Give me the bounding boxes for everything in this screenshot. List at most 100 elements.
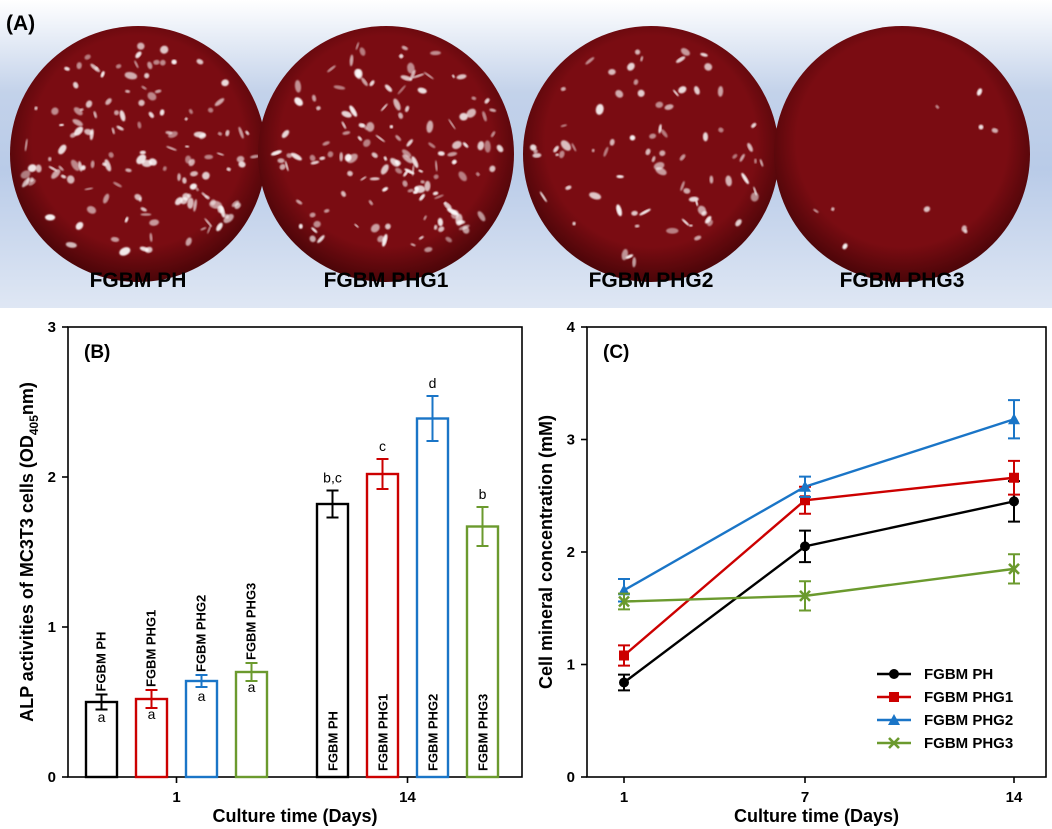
highlight-spot bbox=[747, 142, 753, 152]
bar-series-label: FGBM PHG2 bbox=[194, 595, 209, 672]
point-marker bbox=[800, 495, 810, 506]
highlight-spot bbox=[149, 219, 159, 226]
highlight-spot bbox=[831, 207, 835, 211]
x-axis-label: Culture time (Days) bbox=[734, 806, 899, 826]
highlight-spot bbox=[694, 235, 702, 241]
highlight-spot bbox=[466, 108, 477, 118]
highlight-spot bbox=[560, 140, 572, 151]
highlight-spot bbox=[700, 52, 708, 57]
series-line bbox=[623, 500, 1015, 684]
highlight-spot bbox=[196, 58, 204, 65]
highlight-spot bbox=[397, 85, 406, 95]
highlight-spot bbox=[462, 226, 470, 234]
highlight-spot bbox=[24, 138, 28, 152]
highlight-spot bbox=[751, 122, 757, 128]
highlight-spot bbox=[285, 160, 289, 172]
highlight-spot bbox=[411, 164, 415, 177]
stained-dish-2 bbox=[258, 26, 514, 282]
highlight-spot bbox=[341, 110, 352, 118]
dish-label: FGBM PHG1 bbox=[324, 269, 449, 292]
highlight-spot bbox=[245, 130, 250, 136]
y-tick-label: 0 bbox=[567, 769, 575, 786]
highlight-spot bbox=[553, 145, 559, 153]
highlight-spot bbox=[168, 131, 178, 138]
highlight-spot bbox=[649, 133, 657, 139]
highlight-spot bbox=[141, 85, 147, 90]
highlight-spot bbox=[435, 160, 438, 172]
legend: FGBM PH FGBM PHG1 FGBM PHG2 FGBM PHG3 bbox=[877, 666, 1013, 752]
highlight-spot bbox=[125, 168, 132, 173]
highlight-spot bbox=[339, 152, 344, 162]
highlight-spot bbox=[195, 187, 199, 192]
highlight-spot bbox=[694, 86, 700, 95]
highlight-spot bbox=[45, 214, 56, 221]
highlight-spot bbox=[231, 200, 240, 208]
highlight-spot bbox=[532, 152, 542, 158]
highlight-spot bbox=[200, 227, 207, 231]
highlight-spot bbox=[111, 127, 115, 135]
highlight-spot bbox=[312, 94, 317, 102]
highlight-spot bbox=[110, 236, 120, 243]
highlight-spot bbox=[459, 112, 468, 121]
highlight-spot bbox=[496, 144, 504, 153]
highlight-spot bbox=[105, 98, 112, 105]
highlight-spot bbox=[134, 60, 139, 69]
highlight-spot bbox=[571, 143, 577, 152]
highlight-spot bbox=[418, 235, 424, 240]
highlight-spot bbox=[370, 223, 380, 233]
dish-well bbox=[523, 26, 779, 282]
highlight-spot bbox=[294, 80, 302, 93]
y-tick-label: 3 bbox=[48, 319, 56, 336]
highlight-spot bbox=[234, 202, 241, 210]
highlight-spot bbox=[139, 150, 146, 155]
highlight-spot bbox=[406, 139, 413, 147]
highlight-spot bbox=[434, 194, 444, 200]
highlight-spot bbox=[137, 42, 145, 50]
highlight-spot bbox=[735, 219, 742, 227]
highlight-spot bbox=[202, 171, 210, 180]
highlight-spot bbox=[124, 71, 138, 80]
bar-series-label: FGBM PHG3 bbox=[476, 694, 491, 771]
highlight-spot bbox=[681, 218, 690, 226]
highlight-spot bbox=[395, 135, 402, 141]
highlight-spot bbox=[482, 111, 487, 122]
highlight-spot bbox=[639, 208, 651, 216]
highlight-spot bbox=[214, 98, 225, 107]
highlight-spot bbox=[217, 131, 223, 136]
highlight-spot bbox=[359, 47, 366, 56]
highlight-spot bbox=[658, 124, 662, 134]
highlight-spot bbox=[225, 129, 230, 137]
highlight-spot bbox=[361, 77, 368, 87]
highlight-spot bbox=[717, 86, 724, 97]
highlight-spot bbox=[80, 165, 86, 171]
highlight-spot bbox=[978, 124, 984, 130]
highlight-spot bbox=[585, 57, 595, 65]
highlight-spot bbox=[377, 235, 385, 243]
dish-label: FGBM PHG2 bbox=[589, 269, 714, 292]
highlight-spot bbox=[113, 110, 120, 116]
highlight-spot bbox=[84, 187, 94, 191]
highlight-spot bbox=[108, 152, 114, 158]
highlight-spot bbox=[739, 153, 745, 162]
highlight-spot bbox=[404, 105, 410, 113]
highlight-spot bbox=[477, 141, 485, 151]
highlight-spot bbox=[341, 121, 347, 129]
highlight-spot bbox=[144, 73, 150, 79]
highlight-spot bbox=[207, 107, 214, 113]
series-fgbm-phg3 bbox=[618, 553, 1020, 612]
y-tick-label: 2 bbox=[48, 469, 56, 486]
bar bbox=[134, 697, 169, 779]
highlight-spot bbox=[704, 215, 712, 224]
highlight-spot bbox=[456, 74, 467, 80]
highlight-spot bbox=[182, 192, 190, 201]
highlight-spot bbox=[286, 153, 292, 159]
highlight-spot bbox=[64, 66, 70, 71]
dish-label: FGBM PHG3 bbox=[840, 269, 965, 292]
highlight-spot bbox=[187, 197, 194, 209]
highlight-spot bbox=[27, 164, 37, 172]
point-marker bbox=[889, 669, 899, 679]
significance-letter: a bbox=[148, 706, 156, 722]
point-marker bbox=[799, 480, 811, 492]
bar-series-label: FGBM PHG2 bbox=[426, 694, 441, 771]
series-line bbox=[623, 567, 1015, 603]
